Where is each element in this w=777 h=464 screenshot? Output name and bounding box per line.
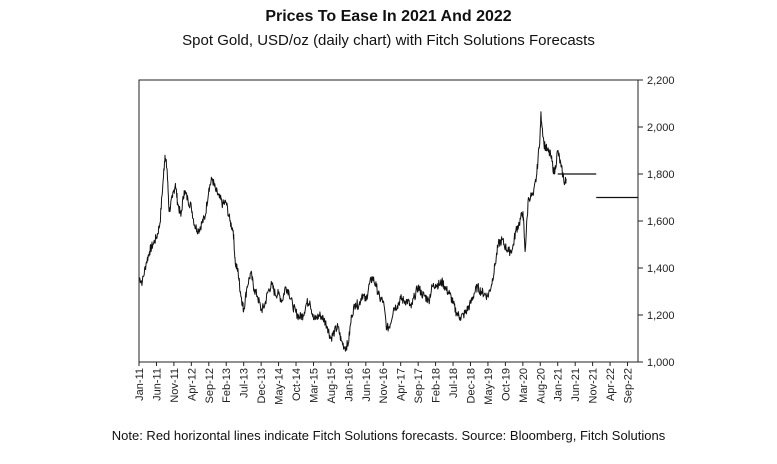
- x-tick-label: Nov-16: [378, 368, 390, 403]
- x-tick-label: Jan-16: [343, 368, 355, 402]
- x-tick-label: Sep-12: [204, 368, 216, 403]
- y-tick-label: 2,000: [647, 122, 675, 134]
- x-tick-label: Dec-13: [256, 368, 268, 403]
- x-tick-label: Oct-14: [291, 368, 303, 401]
- y-tick-label: 1,000: [647, 357, 675, 369]
- chart-note: Note: Red horizontal lines indicate Fitc…: [111, 428, 666, 443]
- y-tick-label: 1,200: [647, 310, 675, 322]
- plot-frame: [138, 79, 639, 363]
- x-tick-label: Feb-18: [431, 368, 443, 403]
- x-tick-label: May-19: [483, 368, 495, 405]
- x-tick-label: Nov-21: [588, 368, 600, 403]
- y-tick-label: 2,200: [647, 75, 675, 87]
- chart-subtitle: Spot Gold, USD/oz (daily chart) with Fit…: [182, 32, 595, 49]
- x-tick-label: Feb-13: [221, 368, 233, 403]
- x-tick-label: Jul-18: [448, 368, 460, 398]
- x-tick-label: Jan-21: [553, 368, 565, 402]
- x-tick-label: Mar-15: [308, 368, 320, 403]
- x-tick-label: Apr-17: [396, 368, 408, 401]
- x-tick-label: Apr-12: [186, 368, 198, 401]
- x-tick-label: Nov-11: [169, 368, 181, 403]
- price-line: [138, 111, 567, 352]
- x-tick-label: Jul-13: [239, 368, 251, 398]
- y-tick-label: 1,600: [647, 216, 675, 228]
- chart-title: Prices To Ease In 2021 And 2022: [265, 8, 512, 25]
- y-tick-label: 1,400: [647, 263, 675, 275]
- y-tick-label: 1,800: [647, 169, 675, 181]
- x-tick-label: Jun-16: [361, 368, 373, 402]
- x-tick-label: Jan-11: [134, 368, 146, 401]
- x-tick-label: Jun-21: [570, 368, 582, 402]
- x-tick-label: Mar-20: [518, 368, 530, 403]
- x-tick-label: Aug-15: [326, 368, 338, 403]
- forecast-layer: [557, 173, 639, 199]
- x-tick-label: Oct-19: [500, 368, 512, 401]
- y-axis: 1,000 1,200 1,400 1,600 1,800 2,000 2,200: [638, 75, 675, 369]
- series-layer: [138, 111, 567, 352]
- x-tick-label: Jun-11: [151, 368, 163, 401]
- x-tick-label: Aug-20: [535, 368, 547, 403]
- x-axis: Jan-11 Jun-11 Nov-11 Apr-12 Sep-12 Feb-13 Jul-…: [134, 362, 635, 405]
- x-tick-label: Sep-22: [623, 368, 635, 403]
- x-tick-label: Sep-17: [413, 368, 425, 403]
- x-tick-label: Apr-22: [605, 368, 617, 401]
- x-tick-label: May-14: [274, 368, 286, 405]
- x-tick-label: Dec-18: [466, 368, 478, 403]
